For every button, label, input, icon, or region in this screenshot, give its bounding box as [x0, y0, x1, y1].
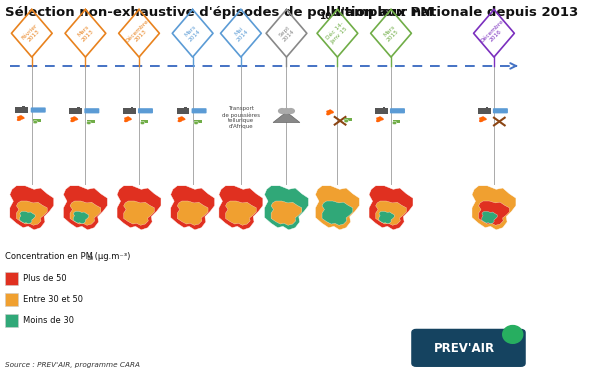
Polygon shape	[273, 112, 300, 122]
FancyBboxPatch shape	[138, 108, 153, 114]
Text: Février
2013: Février 2013	[21, 22, 43, 44]
Polygon shape	[482, 211, 497, 224]
Text: 10: 10	[319, 12, 332, 21]
Text: Mars
2014: Mars 2014	[183, 24, 201, 42]
Text: Mai
2014: Mai 2014	[232, 24, 250, 42]
Text: PREV'AIR: PREV'AIR	[434, 342, 495, 355]
Circle shape	[33, 121, 38, 124]
Text: Plus de 50: Plus de 50	[23, 274, 67, 283]
Circle shape	[344, 119, 348, 122]
Text: Déc 14-
Janv 15: Déc 14- Janv 15	[325, 22, 349, 45]
FancyBboxPatch shape	[31, 107, 46, 113]
Bar	[375, 108, 388, 114]
Text: Mars
2015: Mars 2015	[382, 24, 400, 42]
Text: Mars
2013: Mars 2013	[76, 24, 94, 42]
Bar	[70, 108, 82, 114]
Text: d'ampleur nationale depuis 2013: d'ampleur nationale depuis 2013	[327, 7, 578, 20]
Circle shape	[392, 121, 397, 124]
Bar	[140, 120, 148, 123]
FancyBboxPatch shape	[192, 108, 206, 114]
Circle shape	[140, 121, 145, 124]
Polygon shape	[73, 211, 89, 224]
Bar	[344, 118, 352, 121]
Polygon shape	[117, 186, 161, 230]
Polygon shape	[376, 117, 384, 122]
Circle shape	[194, 121, 198, 124]
Text: (µg.m⁻³): (µg.m⁻³)	[92, 252, 130, 261]
Circle shape	[87, 121, 91, 124]
Polygon shape	[123, 201, 154, 225]
Polygon shape	[70, 201, 101, 225]
Bar	[131, 107, 133, 110]
Polygon shape	[20, 211, 35, 224]
Polygon shape	[10, 186, 54, 230]
Bar	[478, 108, 491, 114]
Circle shape	[278, 108, 287, 114]
Polygon shape	[178, 117, 185, 122]
Polygon shape	[219, 186, 263, 230]
Polygon shape	[226, 201, 257, 225]
Polygon shape	[16, 201, 47, 225]
Circle shape	[282, 108, 291, 114]
Bar	[5, 271, 18, 285]
Polygon shape	[124, 117, 132, 122]
Circle shape	[287, 108, 295, 114]
Text: Moins de 30: Moins de 30	[23, 316, 74, 325]
Bar	[22, 106, 25, 109]
Ellipse shape	[502, 325, 523, 344]
Polygon shape	[322, 201, 353, 225]
Polygon shape	[171, 186, 215, 230]
Text: Source : PREV'AIR, programme CARA: Source : PREV'AIR, programme CARA	[5, 362, 140, 368]
Polygon shape	[17, 116, 25, 121]
Bar	[33, 119, 41, 122]
Polygon shape	[369, 186, 413, 230]
Text: Transport
de poussières
tellurique
d'Afrique: Transport de poussières tellurique d'Afr…	[222, 106, 260, 129]
Polygon shape	[479, 117, 486, 122]
Polygon shape	[271, 201, 302, 225]
Bar	[486, 107, 488, 110]
Bar	[123, 108, 136, 114]
Polygon shape	[472, 186, 516, 230]
Bar	[5, 314, 18, 327]
FancyBboxPatch shape	[412, 330, 525, 366]
Bar	[77, 107, 80, 110]
Bar	[194, 120, 202, 123]
Bar	[87, 120, 94, 123]
Text: Décembre
2016: Décembre 2016	[479, 18, 509, 48]
Text: Décembre
2013: Décembre 2013	[125, 18, 154, 48]
Bar	[177, 108, 189, 114]
FancyBboxPatch shape	[84, 108, 99, 114]
Bar	[15, 107, 27, 113]
FancyBboxPatch shape	[390, 108, 405, 114]
Bar	[382, 107, 385, 110]
Text: Concentration en PM: Concentration en PM	[5, 252, 93, 261]
Polygon shape	[479, 201, 509, 225]
Polygon shape	[177, 201, 208, 225]
Text: Entre 30 et 50: Entre 30 et 50	[23, 295, 83, 304]
FancyBboxPatch shape	[493, 108, 508, 114]
Polygon shape	[264, 186, 309, 230]
Polygon shape	[315, 186, 359, 230]
Polygon shape	[326, 110, 334, 115]
Bar	[185, 107, 187, 110]
Bar	[5, 293, 18, 306]
Text: Sélection non-exhaustive d'épisodes de pollution aux PM: Sélection non-exhaustive d'épisodes de p…	[5, 7, 433, 20]
Polygon shape	[376, 201, 407, 225]
Bar	[393, 120, 401, 123]
Text: 10: 10	[87, 256, 94, 261]
Text: Sept
2014: Sept 2014	[277, 24, 296, 42]
Polygon shape	[379, 211, 394, 224]
Polygon shape	[71, 117, 78, 122]
Polygon shape	[64, 186, 108, 230]
